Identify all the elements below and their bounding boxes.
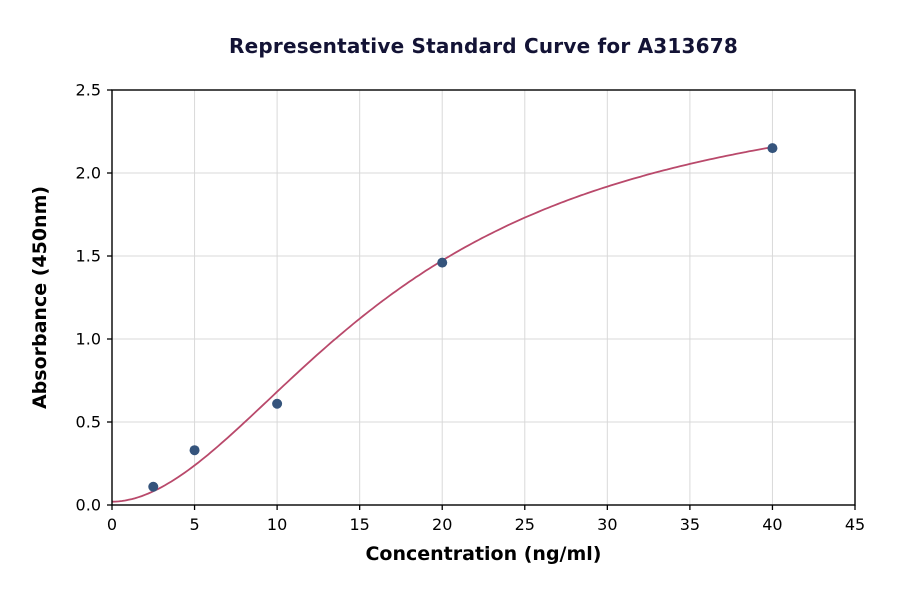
data-point [148, 481, 159, 492]
data-point [272, 398, 283, 409]
x-tick-label: 10 [267, 515, 287, 534]
y-tick-label: 1.5 [76, 247, 101, 266]
x-tick-label: 40 [762, 515, 782, 534]
x-tick-label: 0 [107, 515, 117, 534]
x-tick-label: 5 [189, 515, 199, 534]
x-axis-label: Concentration (ng/ml) [365, 543, 601, 565]
y-tick-label: 2.5 [76, 81, 101, 100]
chart-title: Representative Standard Curve for A31367… [229, 34, 738, 58]
x-tick-label: 15 [349, 515, 369, 534]
x-tick-label: 45 [845, 515, 865, 534]
y-tick-label: 1.0 [76, 330, 101, 349]
plot-border [111, 89, 856, 506]
x-tick-label: 30 [597, 515, 617, 534]
x-tick-label: 25 [515, 515, 535, 534]
y-tick-label: 0.0 [76, 496, 101, 515]
y-axis-label: Absorbance (450nm) [29, 186, 51, 409]
data-point [189, 445, 200, 456]
y-tick-label: 2.0 [76, 164, 101, 183]
data-point [437, 257, 448, 268]
y-tick-label: 0.5 [76, 413, 101, 432]
x-tick-label: 35 [680, 515, 700, 534]
data-point [767, 143, 778, 154]
x-tick-label: 20 [432, 515, 452, 534]
